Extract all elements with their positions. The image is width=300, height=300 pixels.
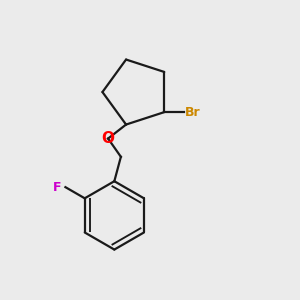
Text: O: O <box>102 131 115 146</box>
Text: Br: Br <box>185 106 201 118</box>
Text: F: F <box>53 181 62 194</box>
